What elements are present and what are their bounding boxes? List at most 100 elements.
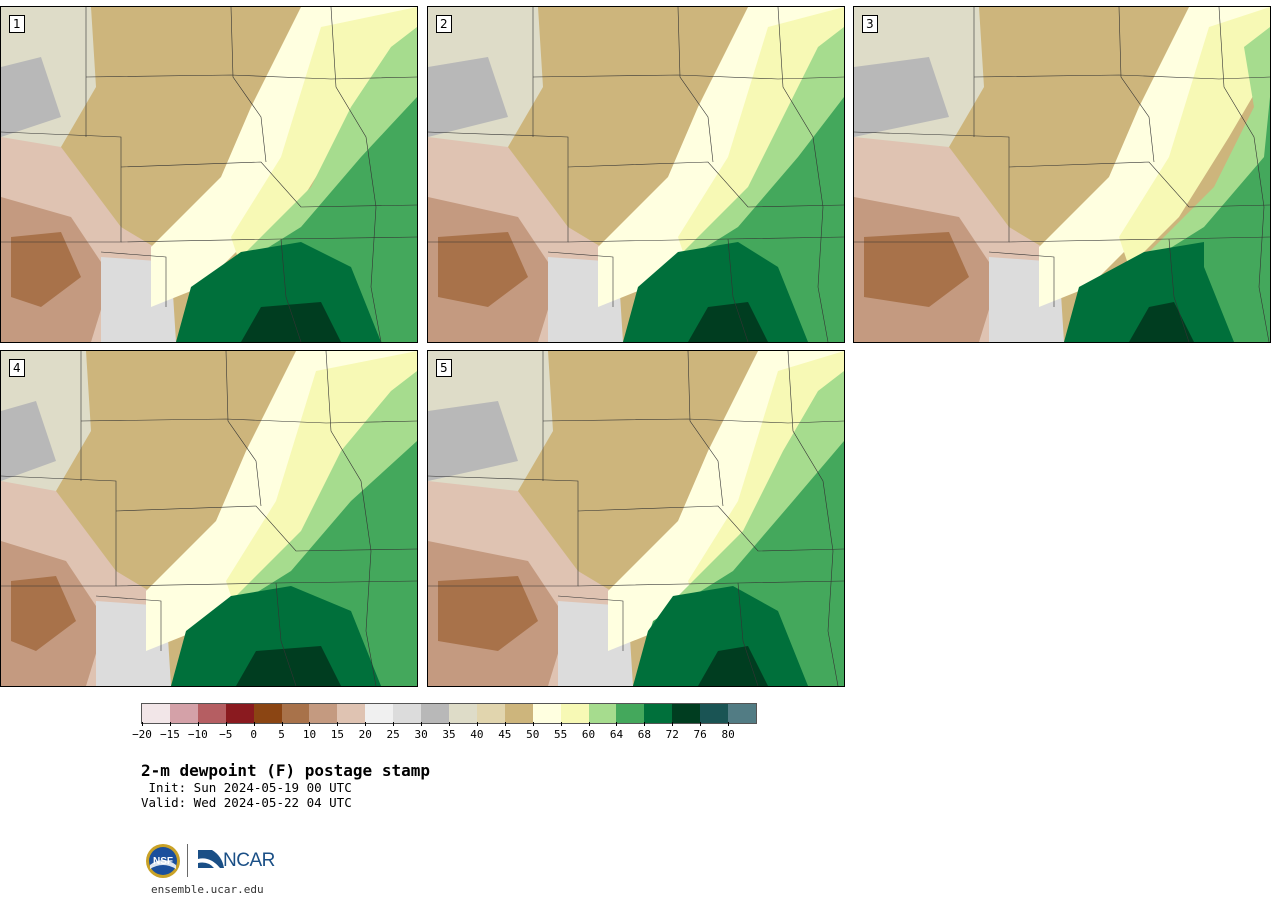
colorbar-segment bbox=[253, 704, 282, 723]
state-border bbox=[1, 131, 122, 243]
state-border bbox=[115, 505, 417, 552]
colorbar-tick-label: 68 bbox=[637, 728, 651, 741]
state-border bbox=[225, 351, 262, 507]
colorbar-tick-mark bbox=[225, 722, 227, 726]
colorbar-segment bbox=[532, 704, 561, 723]
state-border bbox=[80, 418, 417, 424]
state-border bbox=[737, 582, 759, 686]
high-terrain-region bbox=[854, 57, 949, 137]
nsf-logo-icon: NSF bbox=[146, 844, 180, 878]
state-border bbox=[230, 7, 267, 163]
colorbar-tick-label: 30 bbox=[414, 728, 428, 741]
colorbar-tick-label: −20 bbox=[132, 728, 152, 741]
colorbar-segment bbox=[672, 704, 701, 723]
state-border bbox=[777, 7, 829, 342]
very-dry-region bbox=[438, 232, 528, 307]
colorbar-tick-mark bbox=[142, 722, 143, 726]
gulf-moisture-region bbox=[176, 242, 381, 342]
colorbar-segment bbox=[393, 704, 422, 723]
colorbar-tick-mark bbox=[728, 722, 730, 726]
state-border bbox=[973, 74, 1270, 80]
site-url: ensemble.ucar.edu bbox=[151, 883, 264, 896]
state-border bbox=[532, 74, 844, 80]
colorbar-tick-mark bbox=[588, 722, 590, 726]
colorbar-segment bbox=[197, 704, 226, 723]
gulf-moisture-region bbox=[623, 242, 808, 342]
state-border bbox=[787, 351, 839, 686]
state-border bbox=[280, 238, 302, 342]
colorbar-segment bbox=[169, 704, 198, 723]
state-border bbox=[1218, 7, 1270, 342]
colorbar-tick-mark bbox=[393, 722, 395, 726]
colorbar-tick-label: 45 bbox=[498, 728, 512, 741]
ncar-logo-text: NCAR bbox=[223, 850, 275, 871]
state-border bbox=[727, 238, 749, 342]
panel-number-5: 5 bbox=[436, 359, 452, 377]
colorbar-tick-label: 72 bbox=[665, 728, 679, 741]
valid-time: Valid: Wed 2024-05-22 04 UTC bbox=[141, 795, 352, 810]
title-block: 2-m dewpoint (F) postage stamp Init: Sun… bbox=[141, 761, 430, 811]
logo-divider bbox=[187, 844, 188, 877]
colorbar-segment bbox=[560, 704, 589, 723]
colorbar-segment bbox=[281, 704, 310, 723]
high-terrain-region bbox=[1, 57, 61, 137]
colorbar-tick-label: 50 bbox=[526, 728, 540, 741]
colorbar-tick-mark bbox=[197, 722, 199, 726]
colorbar-tick-label: 0 bbox=[250, 728, 257, 741]
dewpoint-map-4 bbox=[1, 351, 417, 686]
ncar-logo-icon bbox=[198, 850, 224, 868]
colorbar-tick-mark bbox=[309, 722, 311, 726]
colorbar-tick-label: 60 bbox=[581, 728, 596, 741]
colorbar-tick-mark bbox=[421, 722, 423, 726]
colorbar-segment bbox=[700, 704, 729, 723]
panel-number-3: 3 bbox=[862, 15, 878, 33]
humid-band bbox=[678, 7, 844, 267]
colorbar-tick-mark bbox=[672, 722, 674, 726]
colorbar-segment bbox=[225, 704, 254, 723]
colorbar-tick-mark bbox=[644, 722, 646, 726]
colorbar-segment bbox=[421, 704, 449, 723]
state-border bbox=[100, 251, 167, 307]
colorbar-tick-label: 55 bbox=[554, 728, 568, 741]
colorbar-segment bbox=[616, 704, 645, 723]
dewpoint-map-5 bbox=[428, 351, 844, 686]
colorbar-tick-mark bbox=[532, 722, 534, 726]
colorbar-tick-mark bbox=[253, 722, 255, 726]
very-dry-region bbox=[11, 576, 76, 651]
high-terrain-region bbox=[428, 57, 508, 137]
stamp-panel-2: 2 bbox=[427, 6, 845, 343]
colorbar-tick-label: 64 bbox=[609, 728, 624, 741]
colorbar-tick-label: 15 bbox=[330, 728, 344, 741]
state-border bbox=[428, 131, 569, 243]
plot-title: 2-m dewpoint (F) postage stamp bbox=[141, 761, 430, 780]
high-terrain-region bbox=[428, 401, 518, 481]
extreme-moisture-region bbox=[1129, 302, 1194, 342]
colorbar-tick-label: 10 bbox=[302, 728, 317, 741]
colorbar-tick-label: −5 bbox=[219, 728, 233, 741]
colorbar-ticks: −20 −15 −10 −5 0 5 10 15 20 25 30 35 40 45 50 55 60 64 68 7… bbox=[132, 722, 757, 742]
colorbar-tick-label: −10 bbox=[187, 728, 208, 741]
colorbar-tick-label: 76 bbox=[693, 728, 707, 741]
state-border bbox=[330, 7, 382, 342]
colorbar-tick-mark bbox=[504, 722, 506, 726]
colorbar-segment bbox=[728, 704, 756, 723]
gulf-moisture-region bbox=[633, 586, 808, 686]
colorbar-tick-label: 80 bbox=[721, 728, 735, 741]
colorbar-tick-label: 20 bbox=[358, 728, 372, 741]
extreme-moisture-region bbox=[241, 302, 341, 342]
init-time: Init: Sun 2024-05-19 00 UTC bbox=[141, 780, 352, 795]
colorbar-tick-label: 25 bbox=[386, 728, 400, 741]
humid-band bbox=[1119, 7, 1270, 267]
state-border bbox=[988, 251, 1055, 307]
extreme-moisture-region bbox=[698, 646, 768, 686]
colorbar-segment bbox=[337, 704, 366, 723]
panel-number-2: 2 bbox=[436, 15, 452, 33]
state-border bbox=[1, 475, 117, 587]
state-border bbox=[275, 582, 297, 686]
colorbar-segment bbox=[476, 704, 505, 723]
colorbar-segment bbox=[365, 704, 394, 723]
state-border bbox=[325, 351, 377, 686]
state-border bbox=[1168, 238, 1190, 342]
colorbar-tick-label: 35 bbox=[442, 728, 456, 741]
colorbar-tick-mark bbox=[281, 722, 283, 726]
